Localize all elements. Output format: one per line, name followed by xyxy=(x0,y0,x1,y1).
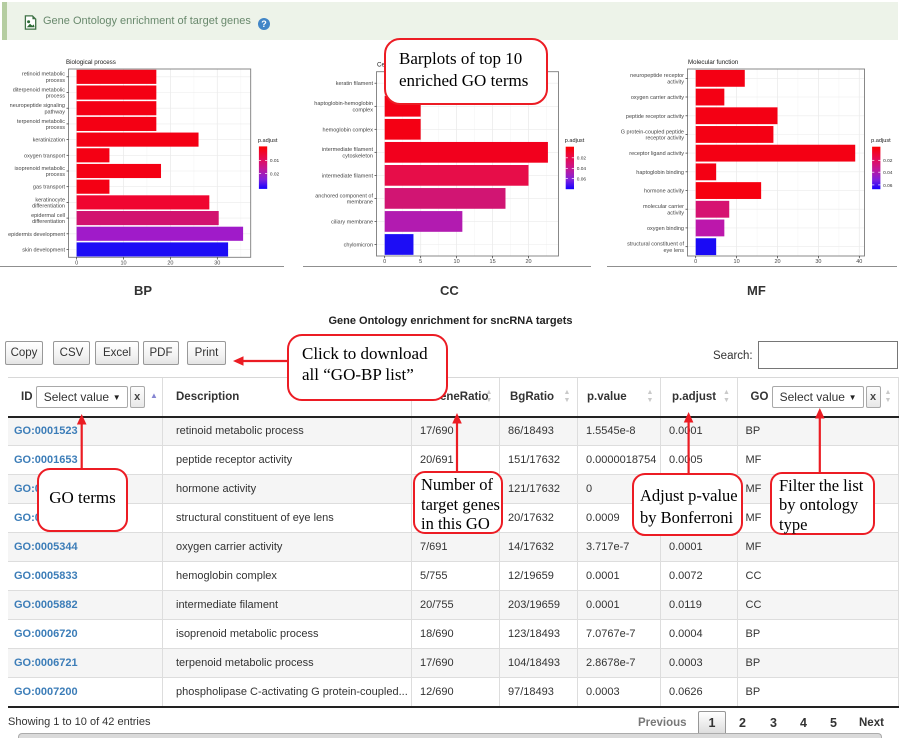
svg-text:epidermal cell: epidermal cell xyxy=(31,213,65,219)
svg-text:terpenoid metabolic: terpenoid metabolic xyxy=(17,119,65,125)
svg-text:cytoskeleton: cytoskeleton xyxy=(342,153,373,159)
svg-text:0.06: 0.06 xyxy=(577,176,587,182)
svg-text:intermediate filament: intermediate filament xyxy=(322,173,374,179)
svg-text:30: 30 xyxy=(214,261,220,267)
svg-text:0.04: 0.04 xyxy=(577,166,587,172)
svg-text:receptor activity: receptor activity xyxy=(645,136,684,142)
svg-text:chylomicron: chylomicron xyxy=(344,243,373,249)
svg-text:10: 10 xyxy=(734,259,740,265)
svg-text:Biological process: Biological process xyxy=(66,59,116,66)
svg-text:molecular carrier: molecular carrier xyxy=(643,204,684,210)
svg-text:complex: complex xyxy=(353,107,374,113)
svg-text:process: process xyxy=(46,78,66,84)
svg-text:p.adjust: p.adjust xyxy=(258,138,278,144)
svg-text:G protein-coupled peptide: G protein-coupled peptide xyxy=(621,129,684,135)
svg-text:ciliary membrane: ciliary membrane xyxy=(331,219,373,225)
svg-text:process: process xyxy=(46,125,66,131)
svg-text:10: 10 xyxy=(120,261,126,267)
svg-text:gas transport: gas transport xyxy=(33,185,66,191)
svg-text:skin development: skin development xyxy=(22,248,65,254)
svg-text:20: 20 xyxy=(167,261,173,267)
svg-text:5: 5 xyxy=(419,259,422,265)
svg-text:0.02: 0.02 xyxy=(270,171,280,177)
svg-text:p.adjust: p.adjust xyxy=(871,138,891,144)
svg-text:anchored component of: anchored component of xyxy=(315,193,373,199)
svg-text:neuropeptide receptor: neuropeptide receptor xyxy=(630,73,684,79)
svg-text:keratinization: keratinization xyxy=(33,138,65,144)
svg-text:retinoid metabolic: retinoid metabolic xyxy=(22,72,65,78)
svg-text:eye lens: eye lens xyxy=(664,248,685,254)
svg-text:0.06: 0.06 xyxy=(883,183,893,189)
svg-text:20: 20 xyxy=(774,259,780,265)
svg-text:15: 15 xyxy=(490,259,496,265)
svg-text:30: 30 xyxy=(815,259,821,265)
svg-text:receptor ligand activity: receptor ligand activity xyxy=(629,151,684,157)
svg-text:Molecular function: Molecular function xyxy=(688,59,739,66)
svg-text:haptoglobin binding: haptoglobin binding xyxy=(636,170,684,176)
svg-text:keratinocyte: keratinocyte xyxy=(35,197,65,203)
svg-text:oxygen binding: oxygen binding xyxy=(647,226,684,232)
svg-text:hemoglobin complex: hemoglobin complex xyxy=(323,127,374,133)
svg-text:0.02: 0.02 xyxy=(577,156,587,162)
svg-text:intermediate filament: intermediate filament xyxy=(322,147,374,153)
svg-text:activity: activity xyxy=(667,210,684,216)
svg-text:hormone activity: hormone activity xyxy=(644,189,684,195)
svg-text:40: 40 xyxy=(856,259,862,265)
svg-text:differentiation: differentiation xyxy=(32,204,65,210)
svg-text:diterpenoid metabolic: diterpenoid metabolic xyxy=(13,87,66,93)
svg-text:pathway: pathway xyxy=(45,109,66,115)
svg-text:0: 0 xyxy=(75,261,78,267)
svg-text:p.adjust: p.adjust xyxy=(565,138,585,144)
svg-text:activity: activity xyxy=(667,79,684,85)
svg-text:neuropeptide signaling: neuropeptide signaling xyxy=(10,103,65,109)
svg-text:oxygen carrier activity: oxygen carrier activity xyxy=(631,95,684,101)
svg-text:process: process xyxy=(46,94,66,100)
svg-text:structural constituent of: structural constituent of xyxy=(627,242,684,248)
svg-text:epidermis development: epidermis development xyxy=(8,232,65,238)
svg-text:0.04: 0.04 xyxy=(883,170,893,176)
svg-text:0.02: 0.02 xyxy=(883,158,893,164)
svg-text:0.01: 0.01 xyxy=(270,158,280,164)
svg-text:haptoglobin-hemoglobin: haptoglobin-hemoglobin xyxy=(314,101,373,107)
svg-text:isoprenoid metabolic: isoprenoid metabolic xyxy=(15,166,66,172)
svg-text:membrane: membrane xyxy=(347,200,373,206)
svg-text:differentiation: differentiation xyxy=(32,219,65,225)
svg-text:0: 0 xyxy=(383,259,386,265)
svg-text:process: process xyxy=(46,172,66,178)
svg-text:keratin filament: keratin filament xyxy=(336,81,374,87)
svg-text:10: 10 xyxy=(454,259,460,265)
svg-text:peptide receptor activity: peptide receptor activity xyxy=(626,114,684,120)
svg-text:oxygen transport: oxygen transport xyxy=(24,153,65,159)
svg-text:20: 20 xyxy=(525,259,531,265)
svg-text:0: 0 xyxy=(694,259,697,265)
